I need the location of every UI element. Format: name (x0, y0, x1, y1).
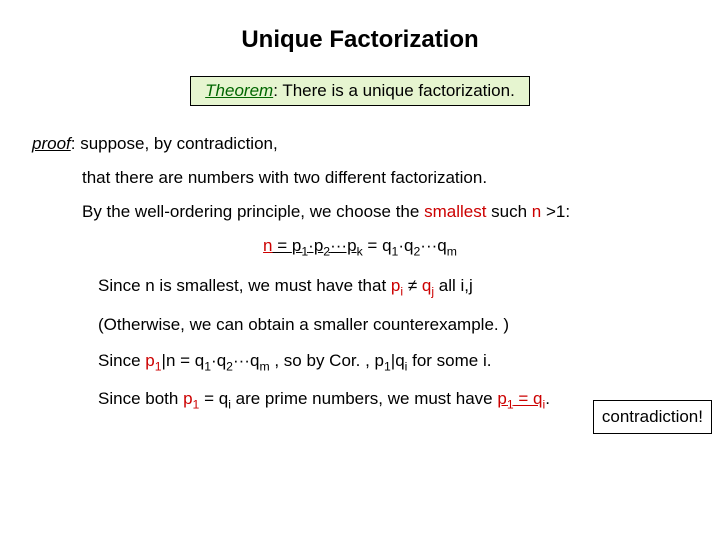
page-title: Unique Factorization (30, 26, 690, 54)
eq-eq2: = (363, 236, 382, 255)
equation-line: n = p1·p2···pk = q1·q2···qm (30, 236, 690, 258)
text: such (486, 202, 531, 221)
eq-p1: p1·p2···pk (292, 236, 363, 255)
proof-label: proof (32, 134, 71, 153)
text: are prime numbers, we must have (231, 389, 497, 408)
proof-line-1: that there are numbers with two differen… (82, 168, 690, 188)
proof-intro-text: : suppose, by contradiction, (71, 134, 278, 153)
proof-line-2: By the well-ordering principle, we choos… (82, 202, 690, 222)
eq-q1: q1·q2···qm (382, 236, 457, 255)
neq-icon: ≠ (408, 276, 417, 295)
p1c: p1 = qi (497, 389, 545, 408)
p1: p1 (145, 351, 161, 370)
text: >1: (541, 202, 570, 221)
pi: pi (391, 276, 403, 295)
text: all i,j (434, 276, 473, 295)
n-var: n (532, 202, 541, 221)
p1b: p1 (183, 389, 199, 408)
eq-lhs: n (263, 236, 272, 255)
proof-line-5: Since p1|n = q1·q2···qm , so by Cor. , p… (98, 351, 690, 373)
text: = qi (199, 389, 231, 408)
eq-eq1: = (273, 236, 292, 255)
text: Since (98, 351, 145, 370)
text: Since both (98, 389, 183, 408)
smallest-word: smallest (424, 202, 486, 221)
text: Since n is smallest, we must have that (98, 276, 391, 295)
proof-intro: proof: suppose, by contradiction, (32, 134, 690, 154)
proof-line-3: Since n is smallest, we must have that p… (98, 276, 690, 298)
theorem-text: : There is a unique factorization. (273, 81, 515, 100)
text: |n = q1·q2···qm , so by Cor. , p1|qi for… (162, 351, 492, 370)
proof-line-4: (Otherwise, we can obtain a smaller coun… (98, 315, 690, 335)
qj: qj (417, 276, 434, 295)
text: . (545, 389, 550, 408)
theorem-box: Theorem: There is a unique factorization… (190, 76, 530, 106)
theorem-label: Theorem (205, 81, 273, 100)
text: By the well-ordering principle, we choos… (82, 202, 424, 221)
contradiction-box: contradiction! (593, 400, 712, 434)
